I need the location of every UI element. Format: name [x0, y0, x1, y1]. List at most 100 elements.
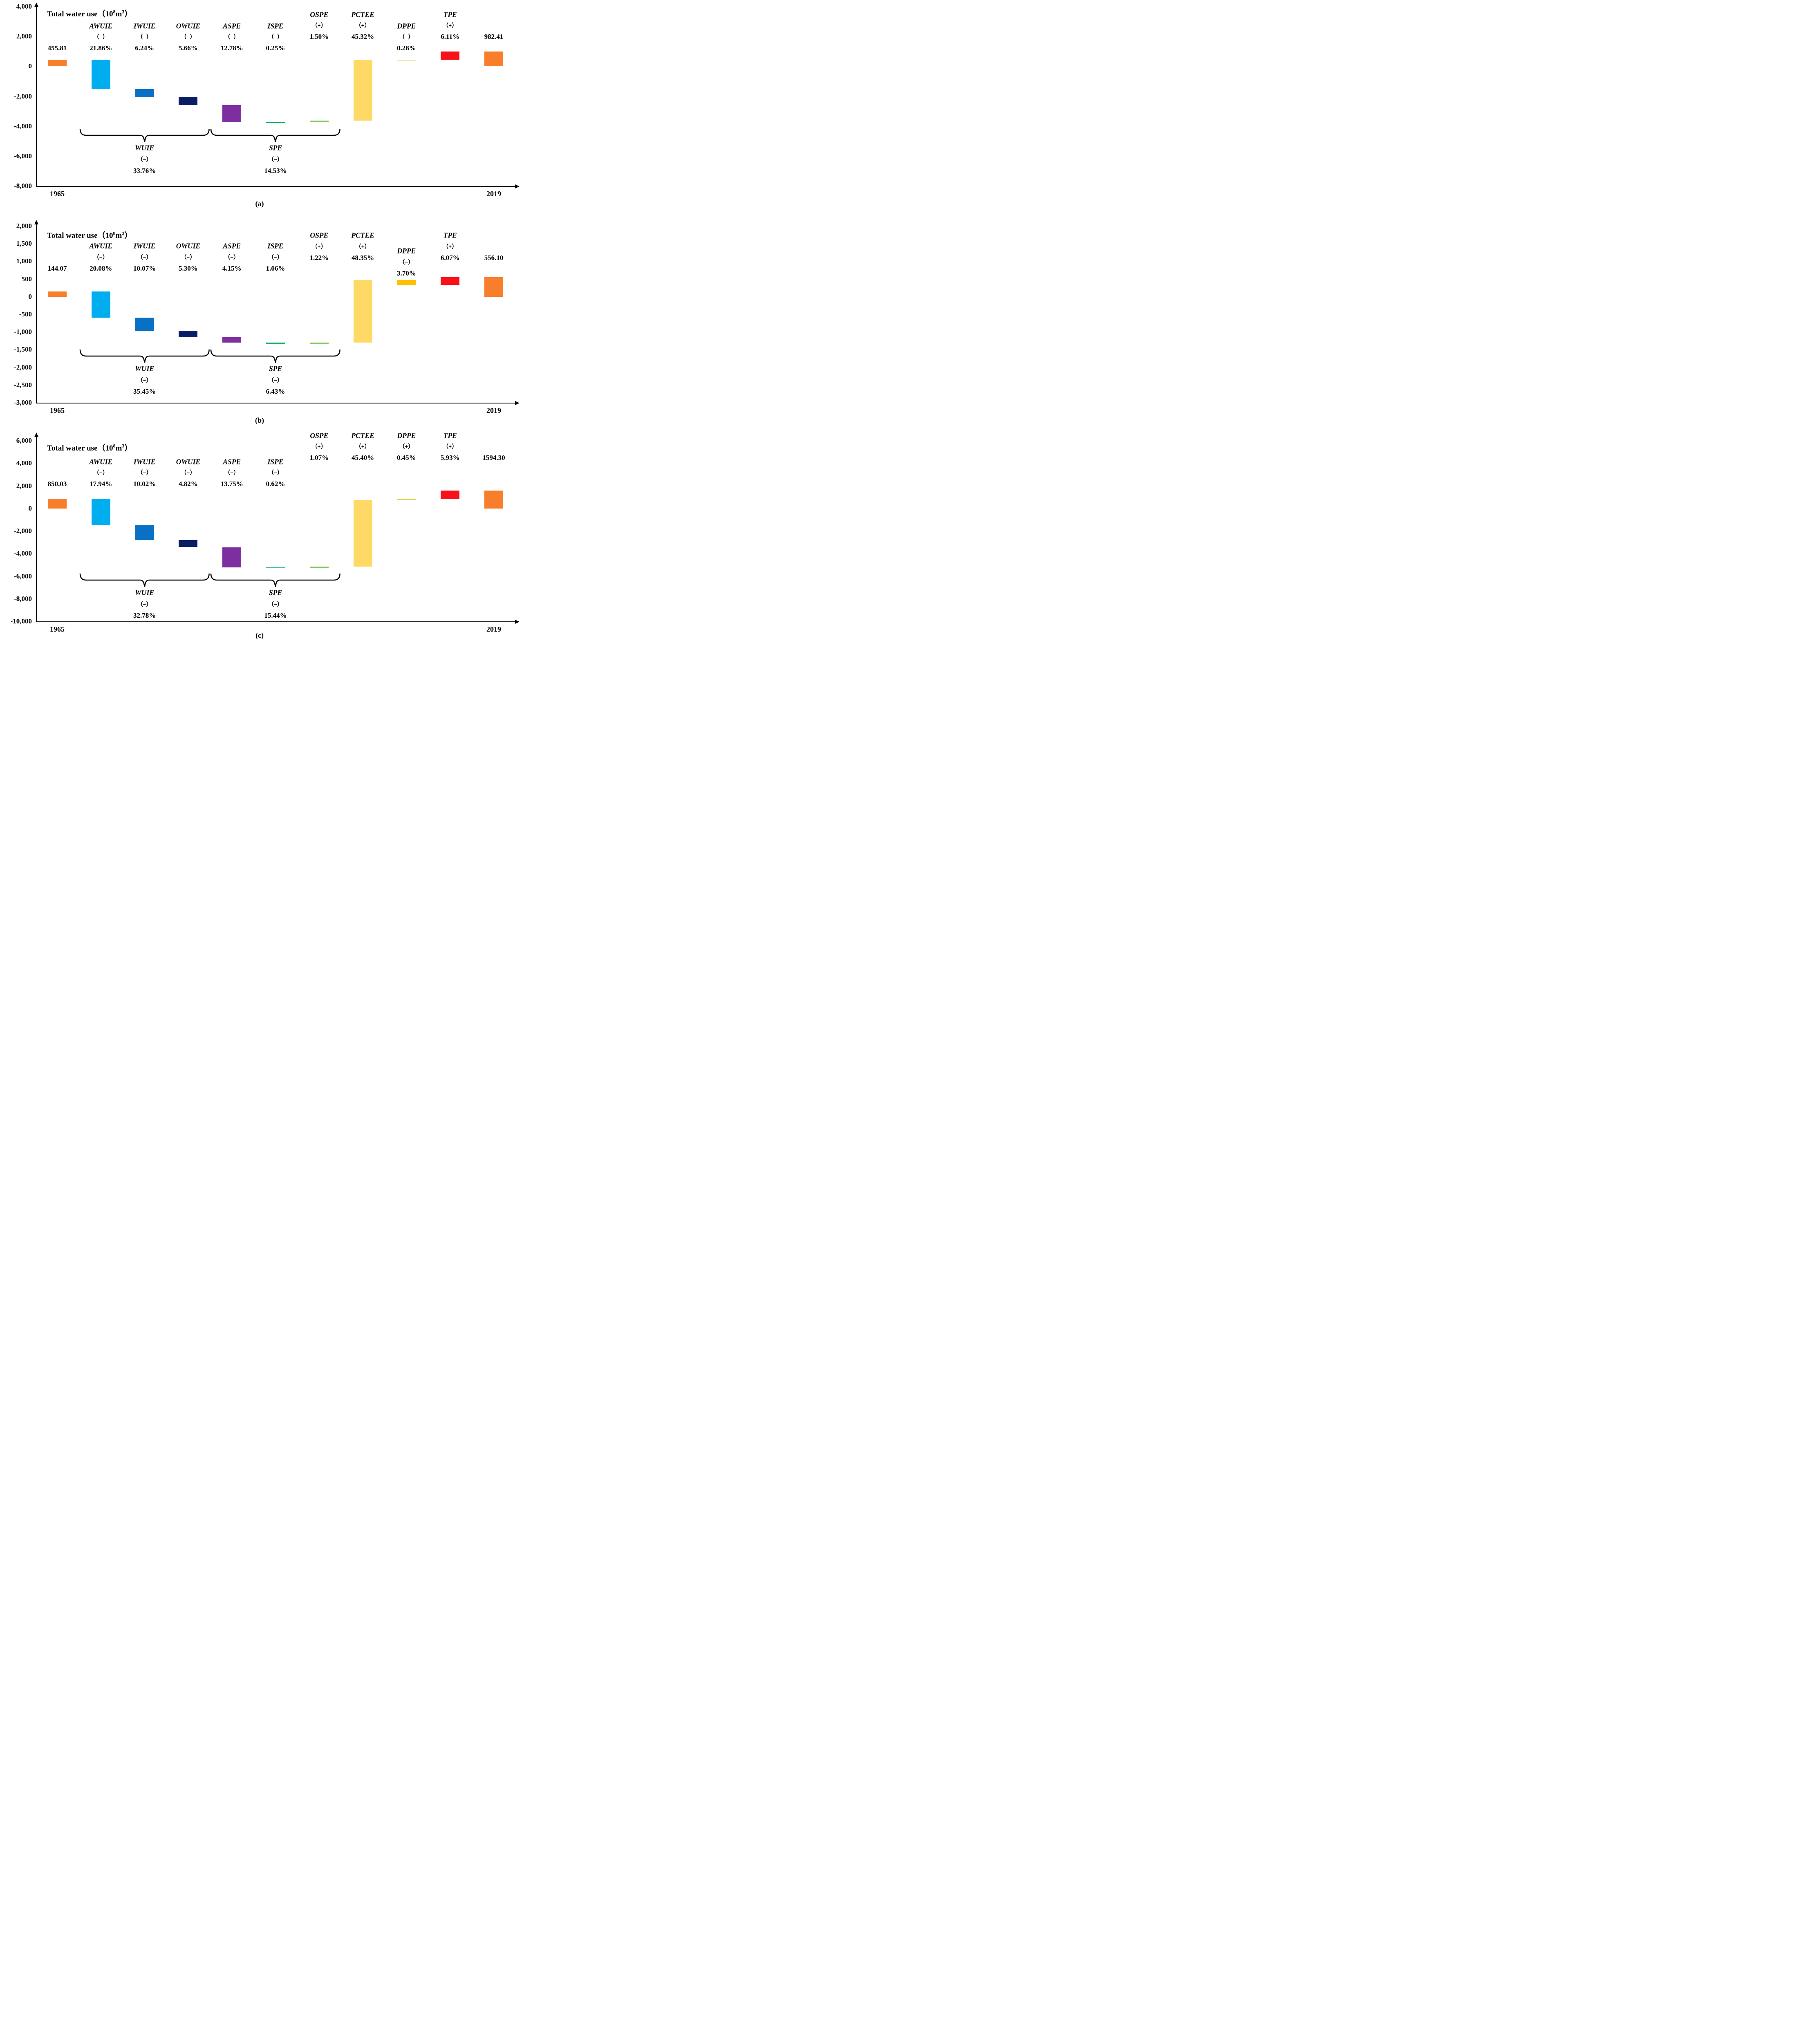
spe-group-sign-label: （−）: [268, 378, 283, 384]
year-start-label: 1965: [50, 190, 65, 198]
y-tick-label: 0: [28, 292, 32, 300]
owuie-pct-label: 5.66%: [179, 44, 198, 52]
year-start-label: 1965: [50, 625, 65, 633]
end-bar: [484, 52, 503, 67]
aspe-name-label: ASPE: [223, 22, 241, 30]
unit-base-exp: 8: [113, 443, 116, 449]
ispe-bar: [266, 343, 285, 344]
ispe-sign-label: （−）: [268, 470, 283, 476]
owuie-bar: [179, 97, 198, 105]
spe-group-name-label: SPE: [269, 143, 282, 152]
spe-group-sign-label: （−）: [268, 602, 283, 608]
y-tick-label: -2,000: [14, 363, 32, 371]
wuie-group-sign-label: （−）: [137, 157, 152, 163]
ospe-sign-label: （+）: [311, 23, 327, 29]
chart-title-text: Total water use: [47, 10, 98, 18]
year-end-label: 2019: [486, 190, 501, 198]
end-value-label: 982.41: [484, 33, 504, 40]
aspe-name-label: ASPE: [223, 242, 241, 250]
ispe-bar: [266, 567, 285, 569]
chart-caption: (a): [255, 199, 264, 208]
x-axis-arrow-icon: [515, 184, 519, 188]
y-tick-label: -4,000: [14, 549, 32, 558]
ospe-pct-label: 1.07%: [309, 454, 329, 462]
pctee-name-label: PCTEE: [351, 10, 374, 19]
unit-m-exp: 3: [122, 443, 125, 449]
awuie-name-label: AWUIE: [89, 242, 113, 250]
iwuie-name-label: IWUIE: [133, 457, 156, 466]
awuie-sign-label: （−）: [93, 470, 108, 476]
spe-brace-icon: [210, 128, 341, 142]
dppe-sign-label: （+）: [399, 444, 414, 450]
unit-m: m: [115, 231, 122, 240]
paren-open: （: [97, 231, 105, 240]
wuie-group-sign-label: （−）: [137, 378, 152, 384]
tpe-bar: [441, 277, 460, 285]
dppe-pct-label: 0.28%: [397, 44, 416, 52]
awuie-bar: [91, 291, 110, 318]
spe-group-name-label: SPE: [269, 588, 282, 597]
iwuie-name-label: IWUIE: [133, 242, 156, 250]
year-end-label: 2019: [486, 406, 501, 415]
tpe-bar: [441, 52, 460, 60]
year-start-label: 1965: [50, 406, 65, 415]
y-tick-label: 6,000: [16, 437, 32, 444]
spe-brace-icon: [210, 349, 341, 363]
wuie-brace-icon: [79, 128, 210, 142]
tpe-bar: [441, 490, 460, 500]
pctee-sign-label: （+）: [355, 244, 370, 250]
ospe-sign-label: （+）: [311, 244, 327, 250]
awuie-pct-label: 21.86%: [90, 44, 112, 52]
wuie-group-pct-label: 35.45%: [133, 388, 156, 395]
dppe-name-label: DPPE: [397, 22, 416, 30]
paren-close: ）: [124, 444, 132, 453]
pctee-name-label: PCTEE: [351, 231, 374, 240]
y-tick-label: 1,500: [16, 240, 32, 248]
y-tick-label: -8,000: [14, 594, 32, 603]
ispe-name-label: ISPE: [267, 22, 284, 30]
owuie-sign-label: （−）: [181, 470, 196, 476]
owuie-name-label: OWUIE: [176, 242, 201, 250]
unit-base: 10: [105, 10, 113, 18]
y-tick-label: 1,000: [16, 257, 32, 265]
owuie-sign-label: （−）: [181, 255, 196, 261]
y-axis: [36, 224, 37, 403]
iwuie-bar: [135, 317, 154, 331]
chart-title: Total water use（108m3）: [47, 8, 132, 19]
ispe-pct-label: 0.62%: [266, 480, 285, 488]
iwuie-pct-label: 10.02%: [133, 480, 156, 488]
start-value-label: 144.07: [47, 264, 67, 272]
y-tick-label: 4,000: [16, 459, 32, 467]
y-axis-arrow-icon: [34, 433, 39, 437]
ispe-pct-label: 0.25%: [266, 44, 285, 52]
y-tick-label: -8,000: [14, 182, 32, 190]
wuie-group-name-label: WUIE: [135, 364, 154, 373]
awuie-name-label: AWUIE: [89, 22, 113, 30]
unit-m: m: [115, 10, 122, 18]
end-bar: [484, 490, 503, 509]
aspe-bar: [222, 105, 242, 122]
awuie-pct-label: 17.94%: [90, 480, 112, 488]
owuie-name-label: OWUIE: [176, 457, 201, 466]
aspe-pct-label: 13.75%: [220, 480, 243, 488]
y-tick-label: -3,000: [14, 399, 32, 406]
y-tick-label: -500: [19, 310, 32, 318]
ospe-name-label: OSPE: [310, 231, 329, 240]
unit-base-exp: 8: [113, 9, 116, 15]
y-tick-label: -10,000: [10, 617, 32, 625]
y-tick-label: 500: [21, 275, 32, 283]
wuie-group-pct-label: 33.76%: [133, 167, 156, 175]
dppe-bar: [397, 280, 416, 285]
aspe-sign-label: （−）: [224, 255, 240, 261]
ospe-name-label: OSPE: [310, 431, 329, 440]
spe-group-pct-label: 6.43%: [266, 388, 285, 395]
unit-m: m: [115, 444, 122, 453]
owuie-bar: [179, 330, 198, 338]
unit-base: 10: [105, 231, 113, 240]
spe-group-pct-label: 15.44%: [264, 612, 287, 619]
y-tick-label: 0: [28, 62, 32, 70]
awuie-sign-label: （−）: [93, 34, 108, 40]
pctee-bar: [353, 59, 372, 121]
end-bar: [484, 277, 503, 297]
chart-title: Total water use（108m3）: [47, 229, 132, 240]
